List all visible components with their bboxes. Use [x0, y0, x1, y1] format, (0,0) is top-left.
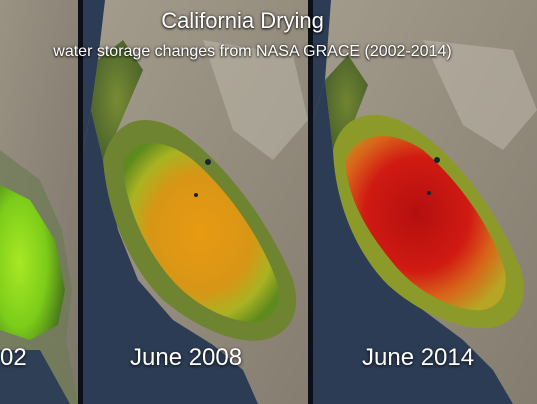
- lake-marker: [434, 157, 440, 163]
- sierra-snow: [423, 40, 537, 150]
- panel-divider: [308, 0, 313, 404]
- ocean-area-north: [83, 0, 105, 150]
- lake-marker: [194, 193, 198, 197]
- ocean-area: [0, 350, 70, 404]
- map-2002-graphic: [0, 0, 78, 404]
- central-valley-region: [0, 185, 65, 340]
- central-valley-region: [123, 143, 279, 323]
- ocean-area: [83, 110, 258, 404]
- sierra-snow: [203, 40, 308, 160]
- ocean-area-north: [313, 0, 331, 120]
- north-coast-vegetation: [91, 40, 143, 160]
- map-2014-graphic: [313, 0, 537, 404]
- central-valley-region: [345, 136, 506, 311]
- map-panel-2002: [0, 0, 78, 404]
- map-panel-2008: [83, 0, 308, 404]
- map-2008-graphic: [83, 0, 308, 404]
- panel-divider: [78, 0, 83, 404]
- north-coast-vegetation: [325, 55, 368, 150]
- panel-date-label: June 2014: [362, 344, 475, 371]
- panel-date-label: 02: [0, 344, 27, 371]
- map-subtitle: water storage changes from NASA GRACE (2…: [53, 43, 452, 60]
- map-panel-2014: [313, 0, 537, 404]
- lake-marker: [427, 191, 431, 195]
- lake-marker: [205, 159, 211, 165]
- map-title: California Drying: [161, 8, 324, 33]
- ocean-area: [313, 80, 513, 404]
- panel-date-label: June 2008: [130, 344, 243, 371]
